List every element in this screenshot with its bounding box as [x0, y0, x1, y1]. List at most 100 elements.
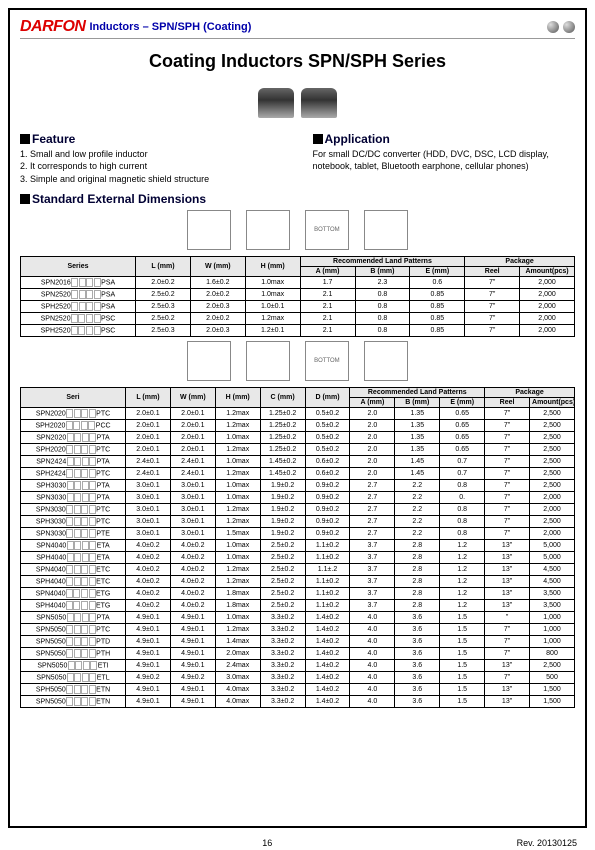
series-cell: SPH4040ETA	[21, 551, 126, 563]
drawing-front	[187, 210, 231, 250]
drawing-side	[246, 210, 290, 250]
th-h: H (mm)	[215, 387, 260, 407]
table-row: SPH4040ETA4.0±0.24.0±0.21.0max2.5±0.21.1…	[21, 551, 575, 563]
table-row: SPN2520PSA2.5±0.22.0±0.21.0max2.10.80.85…	[21, 288, 575, 300]
drawing-front	[187, 341, 231, 381]
page-footer: 16 Rev. 20130125	[0, 838, 595, 848]
logo: DARFON	[20, 18, 85, 36]
th-reel: Reel	[485, 397, 530, 407]
series-cell: SPN3030PTA	[21, 491, 126, 503]
th-c: C (mm)	[260, 387, 305, 407]
feature-item: 3. Simple and original magnetic shield s…	[20, 173, 283, 186]
th-amt: Amount(pcs)	[530, 397, 575, 407]
series-cell: SPN4040ETG	[21, 587, 126, 599]
table-row: SPN5050ETI4.9±0.14.9±0.12.4max3.3±0.21.4…	[21, 659, 575, 671]
table-row: SPN5050ETN4.9±0.14.9±0.14.0max3.3±0.21.4…	[21, 695, 575, 707]
th-w: W (mm)	[190, 256, 245, 276]
th-a: A (mm)	[350, 397, 395, 407]
ball-icon	[547, 21, 559, 33]
series-cell: SPN3030PTC	[21, 503, 126, 515]
dimension-drawings: BOTTOM	[20, 210, 575, 250]
series-cell: SPH2020PCC	[21, 419, 126, 431]
table-row: SPH2520PSA2.5±0.32.0±0.31.0±0.12.10.80.8…	[21, 300, 575, 312]
dimensions-heading: Standard External Dimensions	[32, 192, 206, 206]
table-row: SPN5050PTC4.9±0.14.9±0.11.2max3.3±0.21.4…	[21, 623, 575, 635]
series-cell: SPN4040ETA	[21, 539, 126, 551]
series-cell: SPN5050ETL	[21, 671, 126, 683]
th-amt: Amount(pcs)	[520, 266, 575, 276]
feature-item: 1. Small and low profile inductor	[20, 148, 283, 161]
th-l: L (mm)	[136, 256, 191, 276]
series-cell: SPN5050PTH	[21, 647, 126, 659]
page-header: DARFON Inductors – SPN/SPH (Coating)	[20, 18, 575, 39]
th-a: A (mm)	[300, 266, 355, 276]
series-cell: SPN4040ETC	[21, 563, 126, 575]
series-cell: SPH3030PTA	[21, 479, 126, 491]
th-b: B (mm)	[355, 266, 410, 276]
feature-item: 2. It corresponds to high current	[20, 160, 283, 173]
drawing-land	[364, 341, 408, 381]
series-cell: SPN5050ETI	[21, 659, 126, 671]
th-rlp: Recommended Land Patterns	[300, 256, 465, 266]
table-row: SPH2424PTC2.4±0.12.4±0.11.2max1.45±0.20.…	[21, 467, 575, 479]
drawing-side	[246, 341, 290, 381]
product-photos	[20, 88, 575, 121]
table-row: SPH4040ETG4.0±0.24.0±0.21.8max2.5±0.21.1…	[21, 599, 575, 611]
table-row: SPN3030PTA3.0±0.13.0±0.11.0max1.9±0.20.9…	[21, 491, 575, 503]
series-cell: SPN5050PTC	[21, 623, 126, 635]
application-text: For small DC/DC converter (HDD, DVC, DSC…	[313, 148, 576, 173]
th-series: Series	[21, 256, 136, 276]
table-row: SPH2520PSC2.5±0.32.0±0.31.2±0.12.10.80.8…	[21, 324, 575, 336]
series-cell: SPH5050ETN	[21, 683, 126, 695]
table-row: SPN5050PTA4.9±0.14.9±0.11.0max3.3±0.21.4…	[21, 611, 575, 623]
series-cell: SPN2520PSC	[21, 312, 136, 324]
series-cell: SPH4040ETC	[21, 575, 126, 587]
th-d: D (mm)	[305, 387, 350, 407]
th-seri: Seri	[21, 387, 126, 407]
th-b: B (mm)	[395, 397, 440, 407]
table-row: SPN4040ETC4.0±0.24.0±0.21.2max2.5±0.21.1…	[21, 563, 575, 575]
page-title: Coating Inductors SPN/SPH Series	[20, 51, 575, 72]
table-row: SPN2020PTA2.0±0.12.0±0.11.0max1.25±0.20.…	[21, 431, 575, 443]
series-cell: SPN2020PTA	[21, 431, 126, 443]
th-e: E (mm)	[410, 266, 465, 276]
series-cell: SPH4040ETG	[21, 599, 126, 611]
dimensions-table-1: Series L (mm) W (mm) H (mm) Recommended …	[20, 256, 575, 337]
series-cell: SPN2016PSA	[21, 276, 136, 288]
series-cell: SPH2520PSC	[21, 324, 136, 336]
th-pkg: Package	[465, 256, 575, 266]
table-row: SPN2520PSC2.5±0.22.0±0.21.2max2.10.80.85…	[21, 312, 575, 324]
inductor-photo	[258, 88, 294, 118]
header-icons	[547, 21, 575, 33]
series-cell: SPH3030PTC	[21, 515, 126, 527]
th-reel: Reel	[465, 266, 520, 276]
drawing-land	[364, 210, 408, 250]
table-row: SPN3030PTC3.0±0.13.0±0.11.2max1.9±0.20.9…	[21, 503, 575, 515]
application-section: Application For small DC/DC converter (H…	[313, 131, 576, 186]
table-row: SPN2424PTA2.4±0.12.4±0.11.0max1.45±0.20.…	[21, 455, 575, 467]
revision: Rev. 20130125	[517, 838, 577, 848]
series-cell: SPN5050PTA	[21, 611, 126, 623]
series-cell: SPH2424PTC	[21, 467, 126, 479]
series-cell: SPN2020PTC	[21, 407, 126, 419]
table-row: SPN4040ETG4.0±0.24.0±0.21.8max2.5±0.21.1…	[21, 587, 575, 599]
th-h: H (mm)	[245, 256, 300, 276]
th-e: E (mm)	[440, 397, 485, 407]
table-row: SPN2016PSA2.0±0.21.6±0.21.0max1.72.30.67…	[21, 276, 575, 288]
th-pkg: Package	[485, 387, 575, 397]
dimension-drawings-2: BOTTOM	[20, 341, 575, 381]
series-cell: SPN2424PTA	[21, 455, 126, 467]
table-row: SPH2020PTC2.0±0.12.0±0.11.2max1.25±0.20.…	[21, 443, 575, 455]
table-row: SPH3030PTA3.0±0.13.0±0.11.0max1.9±0.20.9…	[21, 479, 575, 491]
table-row: SPH3030PTC3.0±0.13.0±0.11.2max1.9±0.20.9…	[21, 515, 575, 527]
series-cell: SPN5050PTD	[21, 635, 126, 647]
series-cell: SPH2020PTC	[21, 443, 126, 455]
table-row: SPN5050PTD4.9±0.14.9±0.11.4max3.3±0.21.4…	[21, 635, 575, 647]
feature-heading: Feature	[32, 132, 75, 146]
series-cell: SPN3030PTE	[21, 527, 126, 539]
feature-section: Feature 1. Small and low profile inducto…	[20, 131, 283, 186]
th-w: W (mm)	[170, 387, 215, 407]
table-row: SPH5050ETN4.9±0.14.9±0.14.0max3.3±0.21.4…	[21, 683, 575, 695]
inductor-photo	[301, 88, 337, 118]
page-number: 16	[262, 838, 272, 848]
